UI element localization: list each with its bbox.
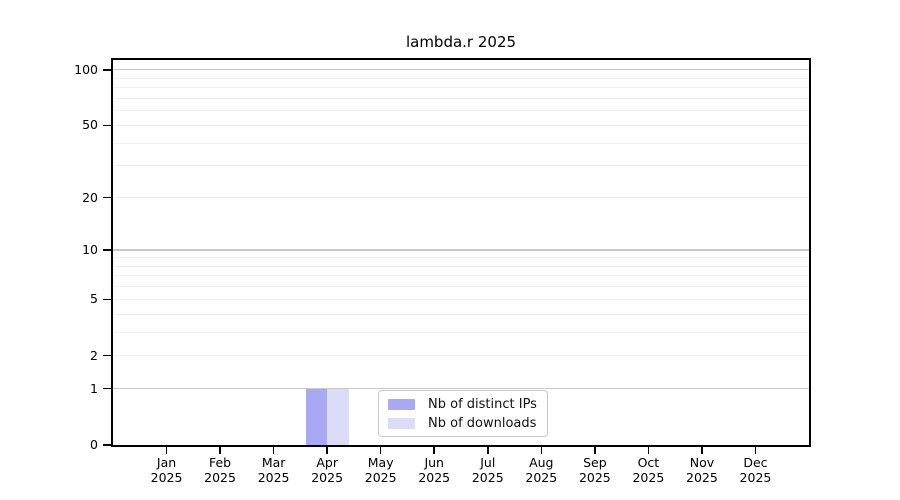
y-axis-tick	[103, 69, 111, 71]
x-axis-tick	[219, 447, 221, 454]
y-axis-tick	[103, 387, 111, 390]
gridline-minor	[113, 142, 809, 144]
x-axis-tick-label: Sep 2025	[567, 455, 623, 485]
legend-swatch-nb-of-downloads	[388, 417, 415, 429]
x-axis-tick-label: Mar 2025	[246, 455, 302, 485]
y-axis-tick	[103, 196, 111, 199]
x-axis-tick-label: Jun 2025	[406, 455, 462, 485]
y-axis-tick-label: 0	[90, 437, 98, 452]
x-axis-tick-label: Jul 2025	[460, 455, 516, 485]
x-axis-year-label: 2025	[525, 470, 558, 485]
x-axis-tick-label: Nov 2025	[674, 455, 730, 485]
legend-label-nb-of-downloads: Nb of downloads	[428, 415, 537, 431]
x-axis-tick-label: Apr 2025	[299, 455, 355, 485]
gridline-minor	[113, 77, 809, 79]
x-axis-tick	[647, 447, 650, 454]
gridline-major	[113, 69, 809, 71]
gridline-minor	[113, 313, 809, 315]
x-axis-month-label: Jan	[156, 455, 177, 470]
gridline-minor	[113, 286, 809, 288]
y-axis-tick-label: 20	[82, 189, 98, 205]
gridline-minor	[113, 298, 809, 300]
x-axis-month-label: Feb	[208, 455, 232, 470]
x-axis-tick	[540, 447, 543, 454]
legend-label-nb-of-distinct-ips: Nb of distinct IPs	[428, 396, 537, 412]
y-axis-tick	[103, 354, 111, 357]
x-axis-month-label: Sep	[583, 455, 607, 470]
x-axis-tick-label: May 2025	[353, 455, 409, 485]
gridline-minor	[113, 165, 809, 167]
x-axis-year-label: 2025	[471, 470, 504, 485]
chart-title: lambda.r 2025	[405, 33, 517, 51]
x-axis-year-label: 2025	[204, 470, 236, 485]
x-axis-tick-label: Feb 2025	[192, 455, 248, 485]
x-axis-year-label: 2025	[739, 470, 772, 485]
x-axis-tick	[701, 447, 703, 454]
gridline-minor	[113, 110, 809, 112]
x-axis-year-label: 2025	[418, 470, 451, 485]
plot-area	[111, 58, 811, 447]
x-axis-month-label: Mar	[261, 455, 286, 470]
legend-row: Nb of downloads	[388, 416, 547, 431]
x-axis-month-label: Jun	[424, 455, 444, 470]
x-axis-year-label: 2025	[632, 470, 665, 485]
x-axis-tick	[594, 447, 596, 454]
x-axis-month-label: May	[367, 455, 394, 470]
gridline-minor	[113, 265, 809, 267]
gridline-minor	[113, 97, 809, 99]
x-axis-tick	[433, 447, 435, 454]
x-axis-tick	[379, 447, 382, 454]
x-axis-month-label: Jul	[480, 455, 496, 470]
x-axis-year-label: 2025	[257, 470, 290, 485]
gridline-major	[113, 249, 809, 251]
legend: Nb of distinct IPs Nb of downloads	[378, 390, 548, 437]
x-axis-year-label: 2025	[686, 470, 718, 485]
x-axis-tick	[487, 447, 489, 454]
y-axis-tick	[103, 444, 111, 446]
y-axis-tick-label: 2	[90, 347, 98, 363]
x-axis-month-label: Dec	[743, 455, 768, 470]
bar-nb-of-downloads	[327, 388, 349, 445]
y-axis-tick	[103, 298, 111, 301]
x-axis-year-label: 2025	[578, 470, 611, 485]
gridline-minor	[113, 124, 809, 126]
x-axis-year-label: 2025	[364, 470, 397, 485]
y-axis-tick	[103, 124, 111, 127]
x-axis-month-label: Aug	[529, 455, 554, 470]
y-axis-tick-label: 10	[82, 242, 98, 258]
gridline-major	[113, 388, 809, 390]
y-axis-tick	[103, 249, 111, 251]
gridline-minor	[113, 355, 809, 357]
gridline-minor	[113, 275, 809, 277]
x-axis-year-label: 2025	[150, 470, 183, 485]
x-axis-tick	[165, 447, 168, 454]
x-axis-month-label: Apr	[316, 455, 338, 470]
x-axis-month-label: Oct	[637, 455, 660, 470]
x-axis-tick-label: Aug 2025	[513, 455, 569, 485]
gridline-minor	[113, 87, 809, 89]
gridline-minor	[113, 197, 809, 198]
x-axis-tick-label: Oct 2025	[620, 455, 676, 485]
x-axis-year-label: 2025	[311, 470, 344, 485]
x-axis-tick-label: Jan 2025	[139, 455, 195, 485]
x-axis-tick	[754, 447, 757, 454]
y-axis-tick-label: 5	[90, 291, 98, 307]
legend-row: Nb of distinct IPs	[388, 397, 547, 412]
x-axis-tick	[272, 447, 275, 454]
y-axis-tick-label: 100	[74, 61, 98, 77]
y-axis-tick-label: 1	[90, 380, 98, 396]
gridline-minor	[113, 257, 809, 259]
gridline-minor	[113, 331, 809, 333]
bar-nb-of-distinct-ips	[305, 388, 328, 445]
legend-swatch-nb-of-distinct-ips	[388, 398, 415, 410]
y-axis-tick-label: 50	[82, 117, 98, 133]
x-axis-tick-label: Dec 2025	[727, 455, 783, 485]
x-axis-tick	[326, 447, 328, 454]
x-axis-month-label: Nov	[689, 455, 715, 470]
